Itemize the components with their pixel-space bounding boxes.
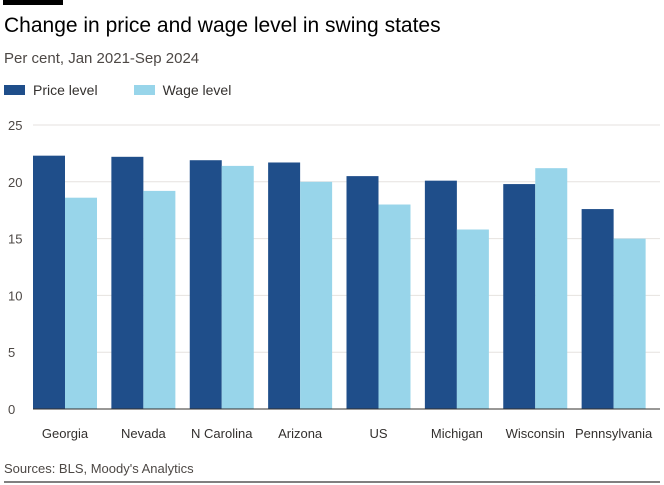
source-note: Sources: BLS, Moody's Analytics bbox=[4, 461, 194, 476]
bar-wage-michigan bbox=[456, 229, 489, 409]
header-rule bbox=[3, 0, 63, 5]
legend-swatch-wage bbox=[133, 85, 155, 95]
x-tick-label: Wisconsin bbox=[506, 426, 565, 441]
legend-label-wage: Wage level bbox=[162, 82, 232, 98]
legend-item-wage: Wage level bbox=[133, 82, 232, 98]
y-tick-label: 10 bbox=[8, 288, 22, 303]
chart-title: Change in price and wage level in swing … bbox=[4, 14, 441, 37]
bars bbox=[33, 155, 646, 409]
y-tick-label: 25 bbox=[8, 118, 22, 133]
bar-price-n-carolina bbox=[189, 160, 222, 409]
bar-price-us bbox=[346, 176, 379, 409]
bar-price-pennsylvania bbox=[581, 209, 614, 409]
bar-wage-arizona bbox=[300, 181, 333, 409]
legend-item-price: Price level bbox=[4, 82, 98, 98]
bar-wage-nevada bbox=[143, 190, 176, 409]
bar-price-wisconsin bbox=[503, 184, 536, 409]
x-tick-label: Pennsylvania bbox=[575, 426, 653, 441]
bar-wage-georgia bbox=[65, 197, 97, 409]
x-tick-label: US bbox=[369, 426, 387, 441]
bar-price-georgia bbox=[33, 155, 65, 409]
y-tick-label: 15 bbox=[8, 232, 22, 247]
bar-wage-us bbox=[378, 204, 411, 409]
chart-subtitle: Per cent, Jan 2021-Sep 2024 bbox=[4, 50, 200, 67]
y-tick-label: 5 bbox=[8, 345, 15, 360]
bar-wage-pennsylvania bbox=[613, 238, 646, 409]
x-tick-label: Georgia bbox=[42, 426, 89, 441]
legend-swatch-price bbox=[4, 85, 25, 95]
chart-legend: Price level Wage level bbox=[4, 81, 267, 99]
legend-label-price: Price level bbox=[33, 82, 98, 98]
bar-price-michigan bbox=[424, 180, 457, 409]
x-tick-label: Arizona bbox=[278, 426, 323, 441]
axes: 0 5 10 15 20 25 Georgia Nevada N Carolina Arizona… bbox=[4, 118, 660, 483]
bar-price-nevada bbox=[111, 156, 144, 409]
y-tick-label: 0 bbox=[8, 402, 15, 417]
x-tick-label: N Carolina bbox=[191, 426, 253, 441]
y-tick-label: 20 bbox=[8, 175, 22, 190]
bar-price-arizona bbox=[268, 162, 301, 409]
x-tick-label: Michigan bbox=[431, 426, 483, 441]
bar-wage-n-carolina bbox=[221, 165, 254, 409]
x-tick-label: Nevada bbox=[121, 426, 167, 441]
bar-wage-wisconsin bbox=[535, 168, 568, 409]
